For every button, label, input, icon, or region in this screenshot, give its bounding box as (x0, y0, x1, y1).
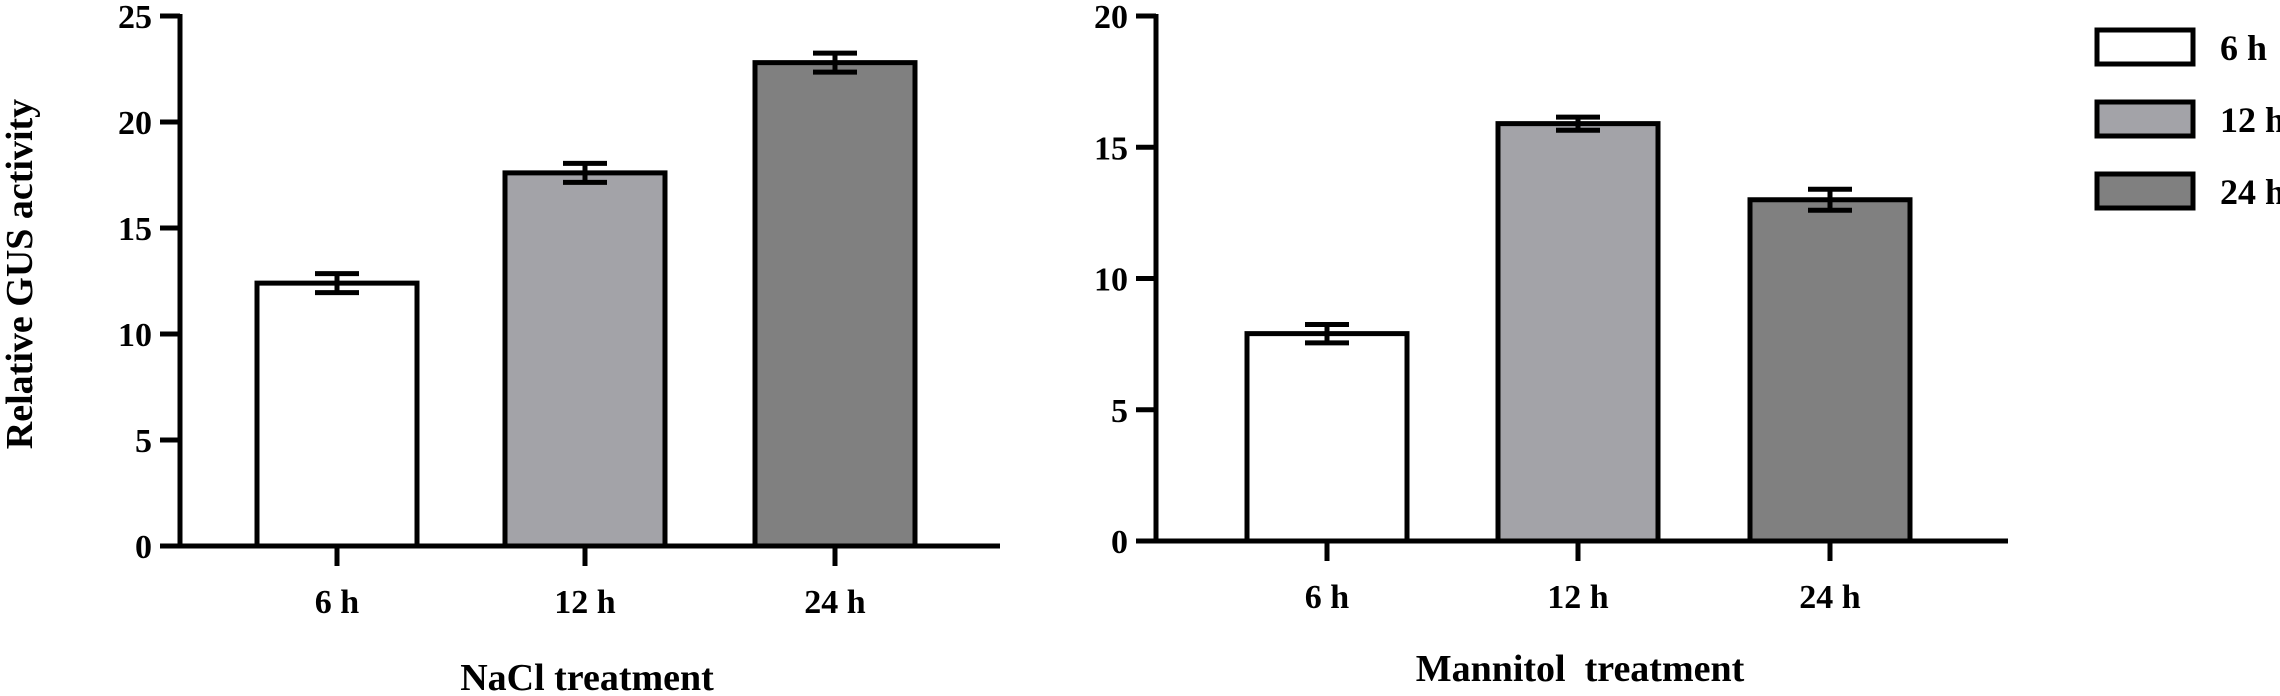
x-tick-label: 24 h (804, 584, 866, 621)
mannitol-bars (1244, 114, 1913, 544)
legend-label: 12 h (2220, 100, 2280, 140)
legend-swatch (2094, 27, 2196, 67)
bar-6h (254, 280, 420, 549)
y-tick-label: 15 (1094, 130, 1128, 167)
y-tick-label: 20 (118, 105, 152, 142)
bar-24h (1747, 197, 1913, 544)
error-bar-12h (1556, 114, 1600, 133)
bar-24h (752, 60, 918, 549)
error-bar-24h (813, 50, 857, 75)
legend-label: 24 h (2220, 172, 2280, 212)
y-tick-label: 0 (1111, 524, 1128, 561)
nacl-bars (254, 50, 918, 549)
y-tick-label: 5 (1111, 393, 1128, 430)
x-tick-label: 24 h (1799, 579, 1861, 616)
y-axis-title: Relative GUS activity (0, 99, 41, 449)
bar-12h (1495, 121, 1661, 544)
x-tick-label: 12 h (1547, 579, 1609, 616)
legend-label: 6 h (2220, 28, 2267, 68)
mannitol-chart: 0 5 10 15 20 6 h 12 h 24 h Mannitol treatment (1094, 0, 2008, 690)
error-bar-6h (315, 271, 359, 296)
y-tick-label: 15 (118, 211, 152, 248)
bar-6h (1244, 331, 1410, 544)
error-bar-24h (1808, 186, 1852, 213)
x-tick-label: 6 h (315, 584, 360, 621)
y-tick-label: 10 (1094, 262, 1128, 299)
x-tick-label: 12 h (554, 584, 616, 621)
y-tick-label: 25 (118, 0, 152, 36)
nacl-axes: 0 5 10 15 20 25 6 h 12 h 24 h (118, 0, 1000, 621)
nacl-x-axis-title: NaCl treatment (460, 657, 714, 696)
legend-item-12h: 12 h (2094, 99, 2280, 140)
nacl-chart: 0 5 10 15 20 25 6 h 12 h 24 h NaCl treatment Rel… (0, 0, 1000, 696)
y-tick-label: 10 (118, 317, 152, 354)
bar-12h (502, 170, 668, 549)
legend-swatch (2094, 99, 2196, 139)
legend-item-24h: 24 h (2094, 171, 2280, 212)
legend-swatch (2094, 171, 2196, 211)
y-tick-label: 20 (1094, 0, 1128, 36)
error-bar-6h (1305, 321, 1349, 346)
y-tick-label: 5 (135, 423, 152, 460)
legend-item-6h: 6 h (2094, 27, 2267, 68)
error-bar-12h (563, 160, 607, 185)
legend: 6 h 12 h 24 h (2094, 27, 2280, 212)
mannitol-x-axis-title: Mannitol treatment (1416, 648, 1745, 690)
mannitol-axes: 0 5 10 15 20 6 h 12 h 24 h (1094, 0, 2008, 616)
y-tick-label: 0 (135, 529, 152, 566)
x-tick-label: 6 h (1305, 579, 1350, 616)
